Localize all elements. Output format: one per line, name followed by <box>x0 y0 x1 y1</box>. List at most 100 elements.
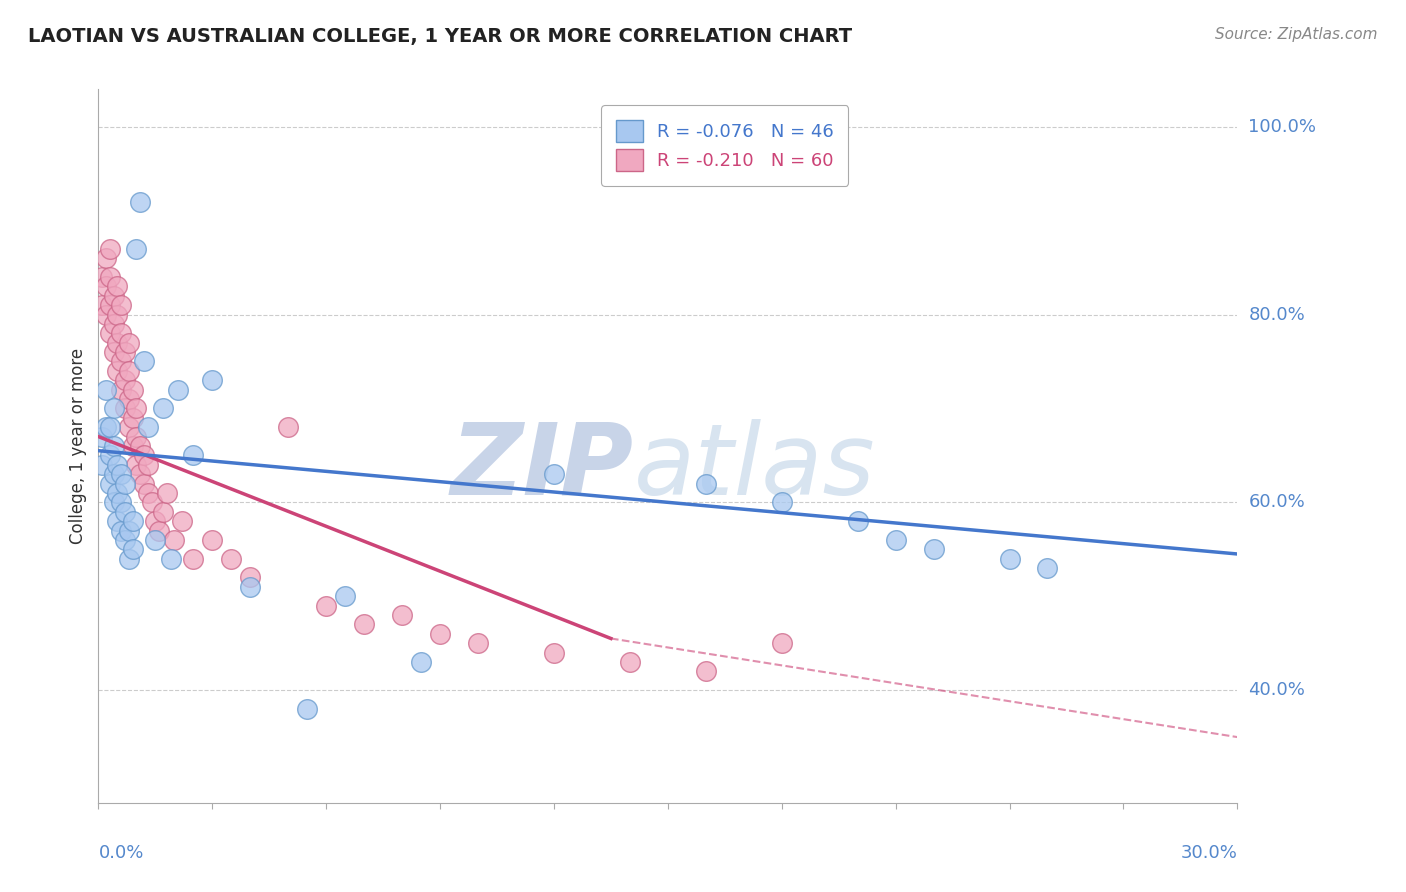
Point <box>110 467 132 482</box>
Text: atlas: atlas <box>634 419 876 516</box>
Point <box>118 524 141 538</box>
Point <box>121 439 143 453</box>
Point <box>543 467 565 482</box>
Point <box>98 270 121 285</box>
Point <box>411 655 433 669</box>
Point <box>132 476 155 491</box>
Point <box>107 486 129 500</box>
Point <box>156 486 179 500</box>
Point <box>110 298 132 312</box>
Point <box>353 617 375 632</box>
Point <box>277 420 299 434</box>
Point <box>110 326 132 341</box>
Point <box>141 495 163 509</box>
Point <box>998 551 1021 566</box>
Point <box>114 476 136 491</box>
Point <box>884 533 907 547</box>
Point <box>110 354 132 368</box>
Point <box>110 524 132 538</box>
Text: 60.0%: 60.0% <box>1249 493 1305 511</box>
Point <box>103 401 125 416</box>
Point <box>94 251 117 265</box>
Point <box>103 495 125 509</box>
Point <box>315 599 337 613</box>
Point <box>391 607 413 622</box>
Point <box>619 655 641 669</box>
Point <box>467 636 489 650</box>
Point <box>103 467 125 482</box>
Point <box>132 449 155 463</box>
Point <box>121 383 143 397</box>
Point <box>91 458 114 472</box>
Point <box>201 533 224 547</box>
Point <box>170 514 193 528</box>
Text: 80.0%: 80.0% <box>1249 306 1305 324</box>
Point <box>148 524 170 538</box>
Point <box>103 317 125 331</box>
Text: 40.0%: 40.0% <box>1249 681 1305 699</box>
Point <box>114 533 136 547</box>
Point <box>118 551 141 566</box>
Point <box>1036 561 1059 575</box>
Point <box>136 420 159 434</box>
Point <box>129 467 152 482</box>
Point <box>125 401 148 416</box>
Point <box>118 364 141 378</box>
Point <box>121 542 143 557</box>
Text: 100.0%: 100.0% <box>1249 118 1316 136</box>
Point <box>118 392 141 406</box>
Point <box>201 373 224 387</box>
Point <box>695 476 717 491</box>
Point <box>103 345 125 359</box>
Point <box>846 514 869 528</box>
Text: ZIP: ZIP <box>451 419 634 516</box>
Point <box>94 383 117 397</box>
Point <box>91 298 114 312</box>
Point <box>163 533 186 547</box>
Point <box>121 410 143 425</box>
Point <box>114 505 136 519</box>
Point <box>98 326 121 341</box>
Point <box>107 279 129 293</box>
Point <box>183 449 205 463</box>
Point <box>129 194 152 209</box>
Point <box>107 308 129 322</box>
Point <box>110 383 132 397</box>
Point <box>132 354 155 368</box>
Point <box>167 383 190 397</box>
Legend: R = -0.076   N = 46, R = -0.210   N = 60: R = -0.076 N = 46, R = -0.210 N = 60 <box>602 105 848 186</box>
Point <box>129 439 152 453</box>
Point <box>103 439 125 453</box>
Point <box>114 345 136 359</box>
Point <box>114 401 136 416</box>
Point <box>91 270 114 285</box>
Point <box>118 420 141 434</box>
Point <box>136 486 159 500</box>
Point <box>98 476 121 491</box>
Point <box>103 289 125 303</box>
Point <box>335 589 357 603</box>
Point <box>107 514 129 528</box>
Point <box>98 449 121 463</box>
Point <box>429 627 451 641</box>
Point <box>125 429 148 443</box>
Text: Source: ZipAtlas.com: Source: ZipAtlas.com <box>1215 27 1378 42</box>
Point <box>125 242 148 256</box>
Point <box>125 458 148 472</box>
Text: 0.0%: 0.0% <box>98 845 143 863</box>
Point <box>922 542 945 557</box>
Point <box>98 242 121 256</box>
Point <box>239 570 262 584</box>
Point <box>145 533 167 547</box>
Point <box>145 514 167 528</box>
Point <box>159 551 181 566</box>
Point <box>107 335 129 350</box>
Point <box>114 373 136 387</box>
Point <box>239 580 262 594</box>
Y-axis label: College, 1 year or more: College, 1 year or more <box>69 348 87 544</box>
Point <box>91 429 114 443</box>
Point <box>221 551 243 566</box>
Point <box>297 702 319 716</box>
Text: LAOTIAN VS AUSTRALIAN COLLEGE, 1 YEAR OR MORE CORRELATION CHART: LAOTIAN VS AUSTRALIAN COLLEGE, 1 YEAR OR… <box>28 27 852 45</box>
Text: 30.0%: 30.0% <box>1181 845 1237 863</box>
